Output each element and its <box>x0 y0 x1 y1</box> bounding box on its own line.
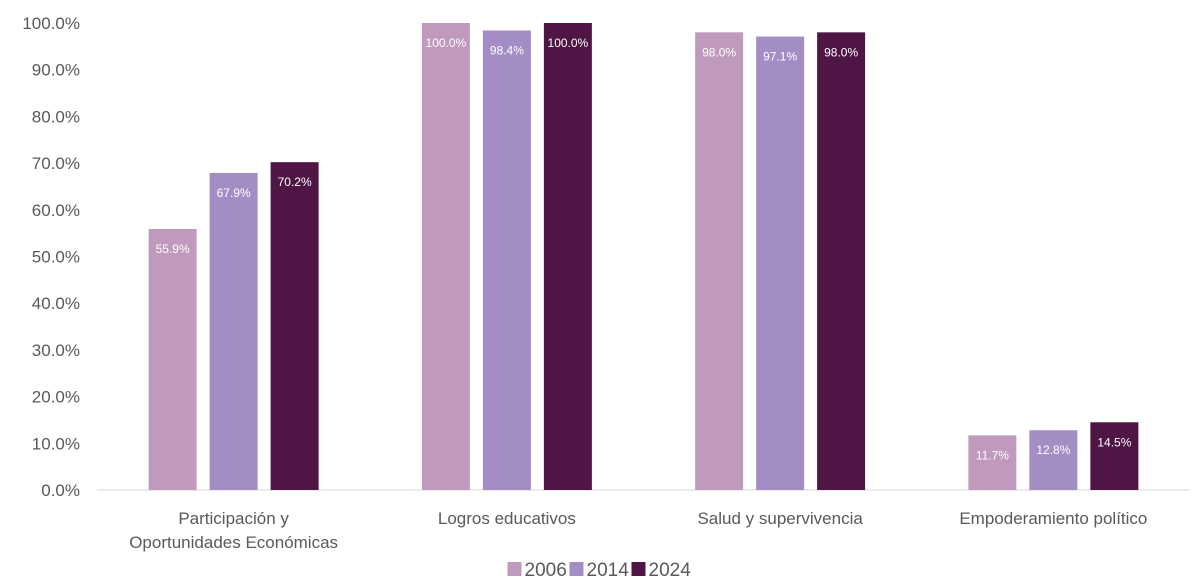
data-label: 55.9% <box>156 242 190 256</box>
legend: 2006 2014 2024 <box>507 560 692 581</box>
data-label: 100.0% <box>548 36 589 50</box>
bar-2024 <box>1090 422 1139 490</box>
bar-2006 <box>968 435 1017 490</box>
bar-2006 <box>695 32 744 491</box>
bar-2014 <box>209 172 258 491</box>
y-tick-label: 20.0% <box>32 388 80 407</box>
x-tick-label-line: Logros educativos <box>438 509 576 528</box>
legend-label: 2024 <box>649 560 692 581</box>
x-axis: Participación y Oportunidades Económicas L… <box>97 489 1190 552</box>
data-label: 100.0% <box>426 36 467 50</box>
x-tick-label-line: Salud y supervivencia <box>697 509 863 528</box>
x-tick-label: Participación y Oportunidades Económicas <box>129 509 338 552</box>
y-tick-label: 40.0% <box>32 294 80 313</box>
data-label: 67.9% <box>217 186 251 200</box>
bar-2014 <box>756 36 805 490</box>
legend-swatch-2014 <box>569 562 584 576</box>
legend-swatch-2006 <box>507 562 522 576</box>
y-tick-label: 90.0% <box>32 61 80 80</box>
bar-2006 <box>148 228 197 490</box>
bar-2024 <box>270 162 319 490</box>
y-tick-label: 100.0% <box>22 14 80 33</box>
data-label: 70.2% <box>278 175 312 189</box>
bar-2024 <box>817 32 866 491</box>
y-tick-label: 10.0% <box>32 434 80 453</box>
data-label: 11.7% <box>976 448 1009 462</box>
legend-label: 2014 <box>587 560 630 581</box>
x-tick-label: Logros educativos <box>438 509 576 528</box>
data-label: 98.4% <box>490 43 524 57</box>
x-tick-label: Salud y supervivencia <box>697 509 863 528</box>
x-tick-label-line: Oportunidades Económicas <box>129 533 338 552</box>
bar-2014 <box>482 30 531 491</box>
y-tick-label: 30.0% <box>32 341 80 360</box>
bar-2014 <box>1029 430 1078 490</box>
data-label: 12.8% <box>1036 443 1070 457</box>
y-tick-label: 50.0% <box>32 248 80 267</box>
y-tick-label: 70.0% <box>32 154 80 173</box>
bars-group: 55.9% 67.9% 70.2% 100.0% 98.4% 100.0% 98.0% 97.… <box>148 23 1139 491</box>
y-tick-label: 60.0% <box>32 201 80 220</box>
data-label: 98.0% <box>702 45 736 59</box>
y-axis: 0.0% 10.0% 20.0% 30.0% 40.0% 50.0% 60.0% 70.0% 8… <box>22 14 80 500</box>
bar-2024 <box>543 23 592 490</box>
legend-label: 2006 <box>525 560 567 581</box>
bar-2006 <box>421 23 470 490</box>
y-tick-label: 80.0% <box>32 107 80 126</box>
data-label: 97.1% <box>763 50 797 64</box>
legend-swatch-2024 <box>631 562 646 576</box>
data-label: 98.0% <box>824 45 858 59</box>
x-tick-label-line: Participación y <box>178 509 289 528</box>
data-label: 14.5% <box>1097 435 1131 449</box>
y-tick-label: 0.0% <box>41 481 80 500</box>
x-tick-label: Empoderamiento político <box>959 509 1147 528</box>
x-tick-label-line: Empoderamiento político <box>959 509 1147 528</box>
